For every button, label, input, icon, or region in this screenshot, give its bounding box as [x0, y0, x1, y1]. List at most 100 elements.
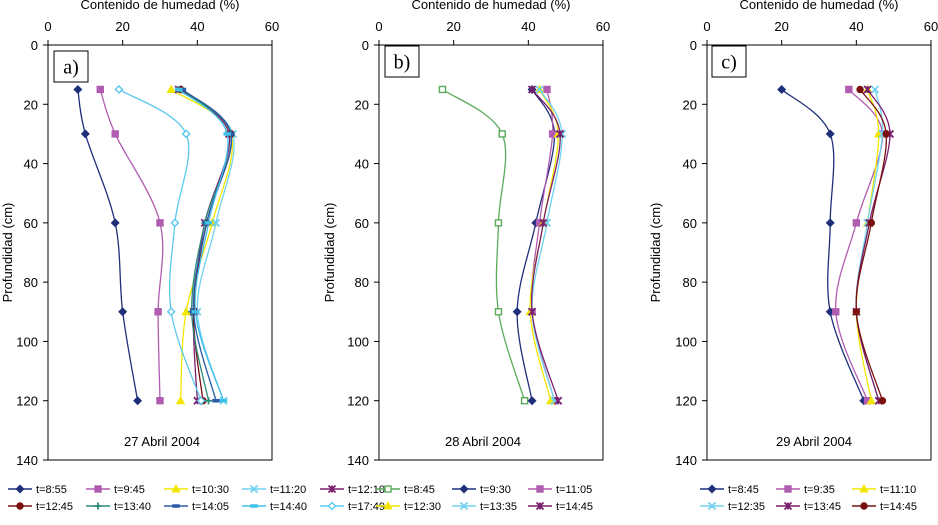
data-point	[96, 85, 104, 94]
data-point	[156, 219, 164, 227]
x-axis-title: Contenido de humedad (%)	[740, 0, 899, 12]
data-point	[174, 87, 183, 92]
data-point	[205, 397, 213, 405]
y-tick-label: 20	[24, 97, 38, 112]
data-point	[212, 398, 220, 403]
y-tick-label: 60	[683, 216, 697, 231]
legend-swatch-marker	[327, 501, 337, 511]
date-label: 28 Abril 2004	[445, 434, 521, 449]
data-point	[196, 396, 206, 406]
data-point	[856, 85, 864, 94]
y-tick-label: 60	[355, 216, 369, 231]
data-point	[191, 310, 200, 314]
x-tick-label: 40	[849, 19, 863, 34]
x-tick-label: 20	[774, 19, 788, 34]
x-tick-label: 40	[521, 19, 535, 34]
legend-entry: t=9:45	[114, 484, 145, 496]
y-tick-label: 100	[16, 334, 38, 349]
legend-swatch-marker	[783, 501, 793, 511]
y-tick-label: 100	[347, 334, 369, 349]
legend-swatch-marker	[94, 502, 102, 510]
legend-swatch-marker	[784, 485, 792, 493]
y-tick-label: 20	[683, 97, 697, 112]
data-point	[527, 85, 537, 94]
data-point	[543, 85, 551, 94]
x-tick-label: 20	[115, 19, 129, 34]
legend-swatch-marker	[94, 485, 102, 493]
legend-swatch-marker	[383, 501, 393, 510]
legend-swatch-marker	[384, 485, 392, 493]
y-tick-label: 120	[16, 394, 38, 409]
data-point	[527, 396, 537, 406]
y-tick-label: 120	[347, 394, 369, 409]
legend-swatch-marker	[859, 484, 869, 493]
legend-entry: t=10:30	[192, 484, 229, 496]
y-tick-label: 80	[683, 275, 697, 290]
data-point	[204, 221, 213, 225]
data-point	[825, 129, 835, 139]
legend-swatch-marker	[707, 484, 717, 494]
x-axis-title: Contenido de humedad (%)	[412, 0, 571, 12]
y-axis-title: Profundidad (cm)	[0, 203, 15, 303]
data-point	[110, 218, 120, 228]
data-point	[223, 132, 231, 136]
data-point	[555, 129, 565, 139]
chart-panel-1: 0 20 40 60 Contenido de humedad (%) 0 20 40 60 80…	[0, 0, 385, 513]
data-point	[211, 218, 221, 227]
legend-entry: t=14:45	[556, 501, 593, 513]
data-point	[219, 398, 228, 403]
y-tick-label: 40	[355, 157, 369, 172]
data-point	[175, 395, 186, 405]
legend-entry: t=13:45	[804, 501, 841, 513]
legend-swatch-marker	[459, 484, 469, 494]
legend-entry: t=14:40	[270, 501, 307, 513]
plot-frame	[47, 44, 273, 461]
data-point	[133, 396, 143, 406]
y-tick-label: 140	[675, 453, 697, 468]
data-point	[438, 85, 447, 94]
legend-entry: t=14:45	[880, 501, 917, 513]
legend-swatch-marker	[250, 504, 258, 508]
legend-entry: t=8:45	[404, 484, 435, 496]
data-point	[878, 397, 887, 405]
legend-swatch-marker	[172, 504, 180, 508]
panel-label-box	[53, 50, 89, 83]
y-axis-title: Profundidad (cm)	[648, 203, 663, 303]
data-point	[539, 218, 548, 227]
chart-panel-3: 0 20 40 60 Contenido de humedad (%) 0 20 40 60 80…	[648, 0, 938, 513]
legend-swatch-marker	[707, 501, 717, 511]
series-line	[781, 88, 865, 401]
panel-label-box	[711, 45, 747, 78]
legend-entry: t=8:55	[36, 484, 67, 496]
x-tick-label: 60	[265, 19, 279, 34]
data-point	[825, 218, 835, 228]
legend-swatch-marker	[459, 501, 469, 511]
legend-entry: t=13:35	[480, 501, 517, 513]
data-point	[777, 84, 787, 94]
data-point	[494, 308, 503, 316]
legend-entry: t=11:05	[556, 484, 592, 496]
legend-swatch-marker	[535, 501, 545, 511]
data-point	[181, 306, 191, 316]
y-tick-label: 40	[24, 157, 38, 172]
legend-swatch-marker	[15, 484, 25, 494]
data-point	[512, 307, 522, 317]
series-line	[516, 89, 556, 401]
y-tick-label: 80	[24, 275, 38, 290]
panel-label: a)	[63, 57, 79, 79]
legend-swatch-marker	[171, 484, 181, 493]
x-tick-label: 60	[924, 19, 938, 34]
y-tick-label: 40	[683, 157, 697, 172]
legend-entry: t=8:45	[728, 484, 759, 496]
data-point	[111, 130, 119, 138]
data-point	[852, 308, 861, 316]
legend-swatch-marker	[860, 502, 868, 510]
y-axis-title: Profundidad (cm)	[322, 203, 337, 303]
series-line	[442, 88, 526, 401]
x-axis-title: Contenido de humedad (%)	[81, 0, 240, 12]
data-point	[520, 397, 529, 405]
y-tick-label: 0	[690, 38, 697, 53]
legend-swatch-marker	[16, 502, 24, 510]
